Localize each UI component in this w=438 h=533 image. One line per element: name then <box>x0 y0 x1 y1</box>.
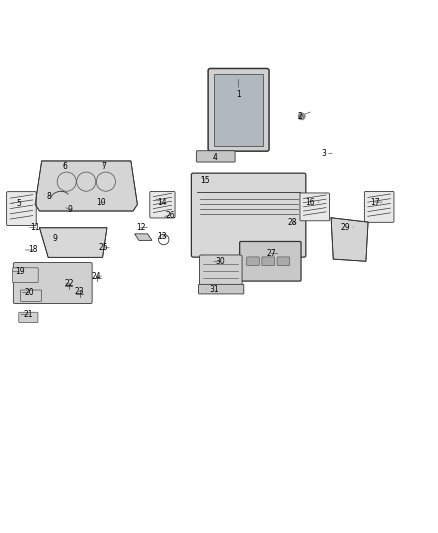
Text: 21: 21 <box>21 310 33 319</box>
Text: 22: 22 <box>64 279 74 288</box>
FancyBboxPatch shape <box>7 192 36 225</box>
FancyBboxPatch shape <box>19 312 38 322</box>
Text: 31: 31 <box>206 285 219 294</box>
Text: 11: 11 <box>30 223 40 232</box>
Text: 17: 17 <box>370 198 382 207</box>
FancyBboxPatch shape <box>364 191 394 222</box>
FancyBboxPatch shape <box>13 268 38 282</box>
Text: 2: 2 <box>297 112 311 121</box>
Text: 5: 5 <box>12 199 21 208</box>
Text: 8: 8 <box>44 192 52 201</box>
Text: 24: 24 <box>92 272 102 280</box>
Text: 30: 30 <box>214 257 225 266</box>
Polygon shape <box>134 234 152 240</box>
Text: 14: 14 <box>156 198 166 207</box>
FancyBboxPatch shape <box>247 257 259 265</box>
Text: 9: 9 <box>66 205 73 214</box>
Text: 9: 9 <box>49 233 57 243</box>
Text: 6: 6 <box>62 162 67 171</box>
Text: 7: 7 <box>101 162 106 171</box>
FancyBboxPatch shape <box>198 284 244 294</box>
FancyBboxPatch shape <box>240 241 301 281</box>
FancyBboxPatch shape <box>150 191 175 218</box>
FancyBboxPatch shape <box>20 290 42 301</box>
Text: 27: 27 <box>266 249 278 258</box>
Text: 16: 16 <box>306 198 319 207</box>
Text: 1: 1 <box>236 79 241 99</box>
FancyBboxPatch shape <box>300 193 329 221</box>
FancyBboxPatch shape <box>214 74 263 146</box>
Text: 28: 28 <box>287 219 297 228</box>
Text: 26: 26 <box>165 211 175 220</box>
Text: 18: 18 <box>25 246 38 254</box>
Polygon shape <box>35 161 138 211</box>
Text: 15: 15 <box>200 176 210 185</box>
FancyBboxPatch shape <box>208 68 269 151</box>
Text: 4: 4 <box>212 153 217 162</box>
FancyBboxPatch shape <box>191 173 306 257</box>
FancyBboxPatch shape <box>196 151 235 162</box>
FancyBboxPatch shape <box>13 263 92 303</box>
Text: 10: 10 <box>96 198 106 207</box>
Text: 19: 19 <box>12 267 25 276</box>
Text: 3: 3 <box>321 149 332 158</box>
Text: 29: 29 <box>340 223 353 232</box>
FancyBboxPatch shape <box>199 255 242 287</box>
Text: 20: 20 <box>22 288 35 297</box>
Text: 23: 23 <box>74 287 84 296</box>
Text: 12: 12 <box>136 223 147 232</box>
FancyBboxPatch shape <box>277 257 290 265</box>
Text: 13: 13 <box>158 232 167 241</box>
FancyBboxPatch shape <box>262 257 275 265</box>
Polygon shape <box>39 228 107 257</box>
Circle shape <box>298 113 305 120</box>
Polygon shape <box>331 218 368 261</box>
Text: 25: 25 <box>99 243 110 252</box>
